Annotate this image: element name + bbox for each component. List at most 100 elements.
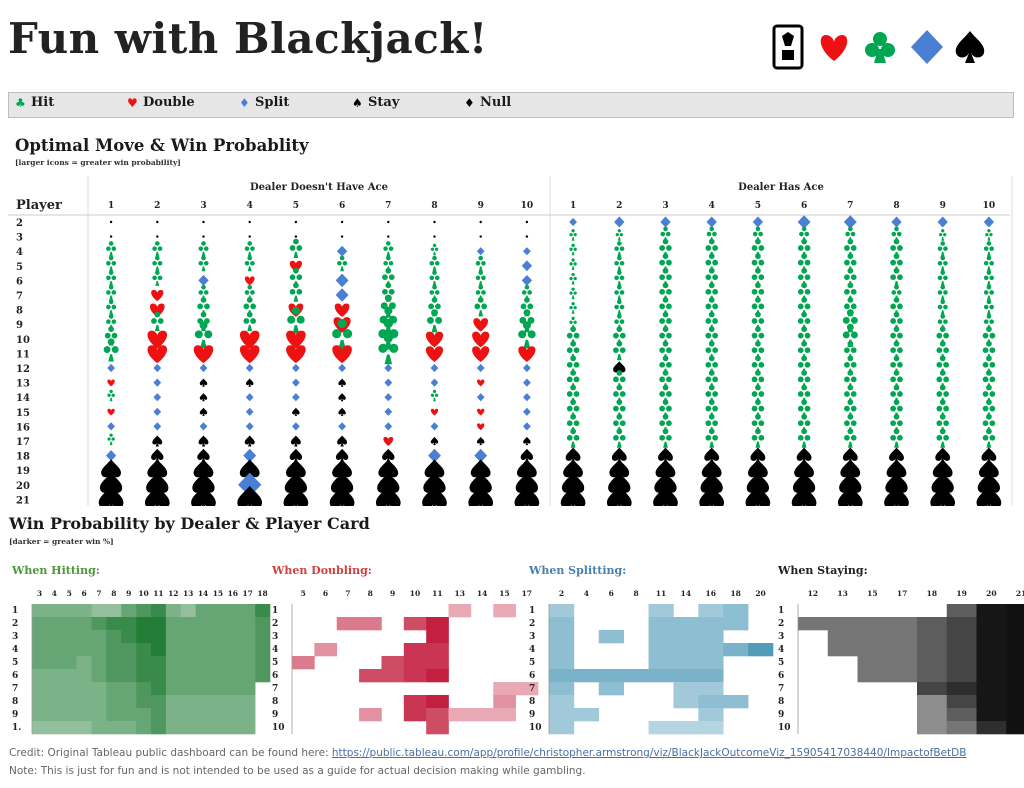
heatmap-cell — [46, 721, 63, 735]
heatmap-cell — [549, 630, 575, 644]
legend-label: Split — [255, 95, 290, 110]
club-marker — [983, 241, 994, 257]
spade-marker — [99, 472, 123, 497]
row-tick-label: 2 — [12, 619, 18, 629]
heatmap-cell — [121, 695, 137, 709]
heatmap-cell — [240, 656, 256, 670]
spade-marker — [608, 472, 631, 497]
spade-marker — [611, 447, 627, 464]
legend-item-double: ♥ Double — [127, 95, 195, 110]
heatmap-cell — [255, 604, 271, 618]
heatmap-cell — [195, 695, 211, 709]
spade-marker — [884, 485, 909, 506]
heatmap-cell — [106, 669, 122, 683]
heatmap-cell — [136, 617, 152, 631]
club-marker — [475, 270, 486, 286]
heatmap-cell — [426, 708, 449, 722]
heatmap-cell — [165, 643, 182, 657]
club-marker — [985, 229, 993, 241]
heatmap-cell — [827, 617, 858, 631]
heatmap-cell — [426, 630, 449, 644]
heatmap-cell — [225, 630, 241, 644]
heatmap-cell — [240, 669, 256, 683]
header-icons — [772, 24, 985, 70]
row-tick-label: 1 — [529, 606, 535, 616]
null-marker — [525, 235, 529, 238]
heatmap-cell — [976, 708, 1007, 722]
diamond-marker — [153, 422, 162, 431]
heatmap-cell — [121, 656, 137, 670]
heatmap-cell — [748, 643, 774, 657]
diamond-marker — [105, 450, 117, 462]
spade-marker — [704, 447, 720, 464]
row-tick-label: 20 — [16, 481, 30, 492]
heatmap-cell — [106, 708, 122, 722]
diamond-marker — [384, 422, 393, 431]
heatmap-cell — [61, 682, 77, 696]
card-icon — [772, 24, 804, 70]
spade-marker — [197, 448, 210, 463]
heatmap-cell — [917, 669, 948, 683]
heatmap-cell — [76, 656, 92, 670]
spade-marker — [424, 459, 445, 482]
spade-marker — [423, 472, 446, 497]
row-tick-label: 5 — [272, 658, 278, 668]
heatmap-cell — [180, 708, 196, 722]
heatmap-cell — [946, 617, 977, 631]
heatmap-cell — [1006, 695, 1024, 709]
club-marker — [107, 433, 115, 446]
club-marker — [705, 428, 718, 448]
heatmap-cell — [698, 604, 724, 618]
club-icon: ♣ — [15, 95, 26, 110]
spade-marker — [330, 472, 354, 497]
diamond-marker — [292, 393, 300, 402]
heatmap-cell — [91, 604, 107, 618]
heatmap-cell — [136, 721, 152, 735]
club-marker — [289, 282, 303, 302]
panel-title: Dealer Doesn't Have Ace — [250, 182, 388, 193]
heatmap-cell — [946, 721, 977, 735]
spade-marker — [377, 472, 400, 497]
row-tick-label: 3 — [272, 632, 278, 642]
spade-marker — [199, 393, 208, 402]
heatmap-cell — [573, 669, 600, 683]
row-tick-label: 4 — [12, 645, 18, 655]
heatmap-cell — [91, 630, 107, 644]
heart-marker — [149, 303, 165, 317]
heatmap-cell — [673, 643, 699, 657]
row-tick-label: 5 — [16, 262, 23, 273]
row-tick-label: 5 — [778, 658, 784, 668]
heart-marker — [107, 408, 115, 416]
diamond-icon: ♦ — [464, 95, 475, 110]
row-header: Player — [16, 198, 62, 213]
club-marker — [937, 255, 948, 272]
diamond-marker — [523, 378, 531, 387]
row-tick-label: 1. — [12, 723, 21, 733]
heatmap-cell — [946, 695, 977, 709]
heatmap-cell — [151, 669, 167, 683]
credit-link[interactable]: https://public.tableau.com/app/profile/c… — [331, 747, 967, 759]
heatmap-cell — [165, 617, 182, 631]
club-marker — [518, 321, 536, 349]
spade-marker — [284, 472, 308, 497]
column-tick-label: 9 — [478, 201, 484, 211]
spade-marker — [839, 472, 862, 497]
heatmap-cell — [403, 708, 427, 722]
heatmap-cell — [46, 695, 63, 709]
heatmap-cell — [210, 656, 226, 670]
spade-marker — [286, 459, 306, 482]
row-tick-label: 6 — [12, 671, 18, 681]
heatmap-cell — [91, 695, 107, 709]
column-tick-label: 6 — [81, 589, 86, 598]
heatmap-cell — [76, 695, 92, 709]
heatmap-cell — [106, 630, 122, 644]
club-marker — [287, 306, 305, 334]
spade-marker — [701, 459, 722, 482]
spade-marker — [152, 435, 163, 447]
row-tick-label: 16 — [16, 422, 30, 433]
diamond-marker — [430, 422, 439, 431]
diamond-marker — [245, 422, 254, 431]
diamond-marker — [752, 216, 764, 228]
diamond-marker — [983, 216, 995, 228]
diamond-marker — [198, 274, 209, 286]
